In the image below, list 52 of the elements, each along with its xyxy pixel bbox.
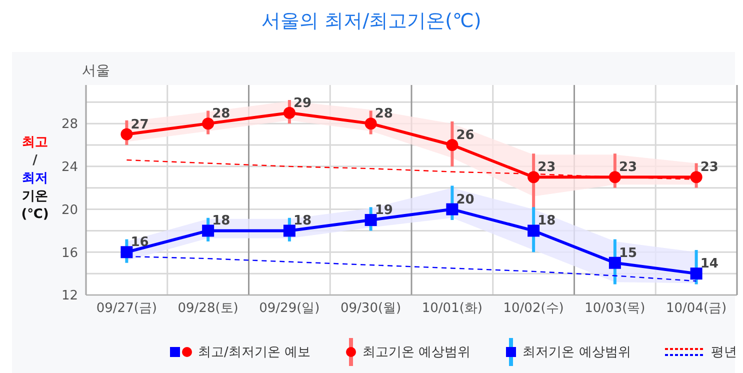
- data-label: 26: [456, 128, 474, 143]
- point: [364, 214, 377, 226]
- point: [283, 106, 296, 119]
- point: [446, 139, 458, 151]
- data-label: 27: [130, 117, 149, 132]
- data-label: 29: [293, 96, 312, 111]
- data-label: 23: [618, 160, 638, 176]
- data-label: 23: [700, 160, 718, 176]
- data-label: 19: [374, 203, 393, 218]
- point: [608, 171, 621, 184]
- point: [364, 118, 377, 130]
- point: [528, 224, 540, 237]
- chart-title: 서울의 최저/최고기온(℃): [260, 9, 482, 34]
- y-axis-title: 최고 / 최저 기온 (℃): [20, 134, 50, 224]
- point: [608, 256, 621, 269]
- x-tick-label: 10/03(목): [584, 301, 646, 316]
- legend-label: 평년: [710, 344, 737, 361]
- x-tick-label: 09/27(금): [96, 301, 157, 316]
- point: [690, 268, 702, 280]
- x-tick-label: 10/04(금): [666, 301, 727, 316]
- chart-subtitle: 서울: [82, 62, 110, 80]
- y-tick-label: 12: [61, 288, 78, 304]
- legend-label: 최고/최저기온 예보: [198, 344, 311, 361]
- data-label: 23: [538, 160, 556, 176]
- data-label: 18: [293, 214, 312, 229]
- y-tick-label: 16: [61, 246, 78, 261]
- data-label: 15: [618, 246, 638, 261]
- data-label: 18: [538, 214, 556, 229]
- x-tick-label: 10/02(수): [503, 301, 564, 316]
- y-tick-label: 24: [61, 160, 78, 176]
- data-label: 14: [700, 256, 718, 272]
- data-label: 16: [130, 235, 149, 250]
- point: [283, 224, 296, 237]
- point: [120, 246, 133, 258]
- y-tick-label: 20: [61, 202, 78, 218]
- point: [202, 118, 214, 130]
- data-label: 28: [374, 106, 393, 122]
- data-label: 18: [212, 214, 230, 229]
- data-label: 20: [456, 192, 474, 208]
- x-tick-label: 09/30(월): [340, 301, 402, 316]
- text: 최저기온 예상범위: [522, 344, 631, 361]
- x-tick-label: 09/29(일): [259, 301, 320, 316]
- point: [690, 171, 702, 184]
- point: [120, 128, 133, 140]
- y-tick-label: 28: [61, 117, 78, 132]
- text: 최고기온 예상범위: [362, 344, 471, 361]
- data-label: 28: [212, 106, 230, 122]
- point: [446, 203, 458, 216]
- x-tick-label: 10/01(화): [422, 301, 482, 316]
- point: [202, 224, 214, 237]
- point: [528, 171, 540, 184]
- x-tick-label: 09/28(토): [178, 301, 238, 316]
